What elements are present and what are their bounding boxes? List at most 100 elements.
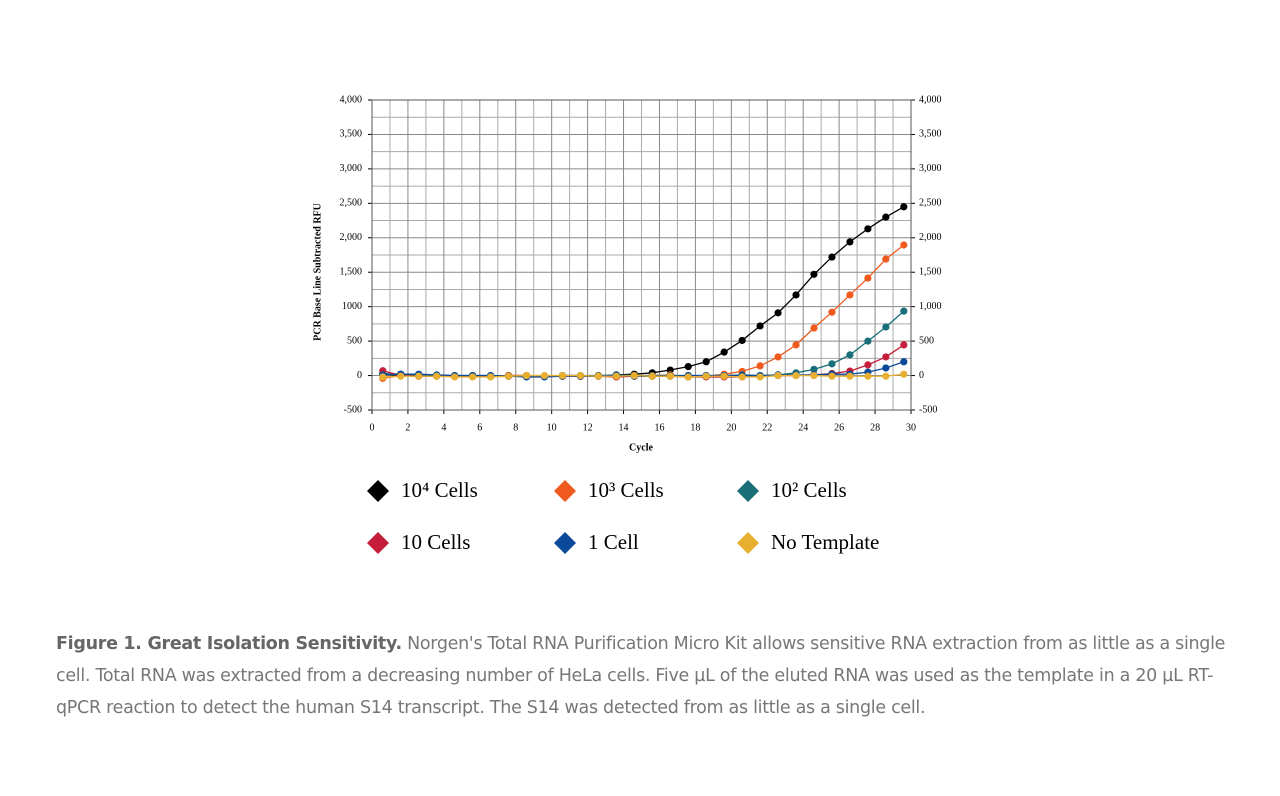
legend-label: 10² Cells (771, 478, 847, 502)
data-point (900, 370, 908, 378)
legend-marker (737, 480, 759, 502)
x-tick-label: 8 (513, 422, 518, 433)
data-point (397, 372, 405, 380)
data-point (720, 372, 728, 380)
data-point (756, 362, 764, 370)
data-point (810, 324, 818, 332)
data-point (774, 309, 782, 317)
data-point (900, 307, 908, 315)
x-tick-label: 2 (405, 422, 410, 433)
y2-tick-label: 2,000 (919, 232, 942, 243)
legend-marker (554, 480, 576, 502)
x-tick-label: 22 (762, 422, 772, 433)
data-point (900, 241, 908, 249)
data-point (774, 353, 782, 361)
x-tick-label: 14 (619, 422, 629, 433)
data-point (882, 323, 890, 331)
data-point (864, 361, 872, 369)
data-point (540, 371, 549, 380)
y-axis-label: PCR Base Line Subtracted RFU (312, 203, 323, 341)
data-point (846, 351, 854, 359)
data-point (738, 373, 746, 381)
y2-tick-label: 0 (919, 370, 924, 381)
y2-tick-label: 1,500 (919, 267, 942, 278)
y2-tick-label: 3,500 (919, 129, 942, 140)
data-point (792, 291, 800, 299)
data-point (828, 372, 836, 380)
data-point (720, 348, 728, 356)
data-point (738, 336, 746, 345)
data-point (702, 358, 710, 366)
data-point (666, 372, 674, 380)
y-tick-label: 2,500 (340, 198, 363, 209)
data-point (846, 291, 854, 299)
data-point (469, 373, 477, 381)
x-tick-label: 12 (583, 422, 593, 433)
plot-frame (371, 99, 912, 411)
legend-label: 10 Cells (401, 530, 470, 554)
x-tick-label: 16 (654, 422, 664, 433)
data-point (864, 225, 872, 233)
x-tick-label: 0 (370, 422, 375, 433)
y2-tick-label: -500 (919, 404, 937, 415)
data-point (846, 238, 854, 246)
data-point (792, 371, 800, 380)
y2-tick-label: 500 (919, 335, 934, 346)
y2-tick-label: 4,000 (919, 94, 942, 105)
y-tick-label: 500 (347, 335, 362, 346)
y-tick-label: -500 (344, 404, 362, 415)
legend-label: 1 Cell (588, 530, 639, 554)
series-line (382, 361, 905, 378)
data-point (882, 255, 890, 263)
x-tick-label: 4 (441, 422, 446, 433)
data-point (882, 364, 890, 372)
x-tick-label: 28 (870, 422, 880, 433)
data-point (864, 337, 872, 345)
data-point (648, 372, 656, 380)
data-point (756, 373, 764, 381)
data-point (774, 371, 782, 380)
data-point (882, 213, 890, 221)
data-point (379, 373, 387, 381)
legend-label: No Template (771, 530, 879, 554)
legend-label: 10³ Cells (588, 478, 664, 502)
legend-label: 10⁴ Cells (401, 478, 478, 502)
data-point (558, 371, 567, 380)
x-tick-label: 30 (906, 422, 916, 433)
data-point (594, 372, 602, 380)
figure-caption: Figure 1. Great Isolation Sensitivity. N… (56, 628, 1226, 724)
legend-marker (367, 480, 389, 502)
y-tick-label: 3,500 (340, 129, 363, 140)
data-point (415, 372, 423, 380)
data-point (900, 341, 908, 349)
y-tick-label: 3,000 (340, 163, 363, 174)
x-tick-label: 20 (726, 422, 736, 433)
y-tick-label: 4,000 (340, 94, 363, 105)
series-line (382, 206, 905, 377)
x-tick-label: 26 (834, 422, 844, 433)
data-point (882, 372, 890, 380)
data-point (756, 322, 764, 330)
caption-title: Figure 1. Great Isolation Sensitivity. (56, 634, 402, 654)
data-point (486, 373, 495, 381)
data-point (702, 372, 710, 380)
x-tick-label: 10 (547, 422, 557, 433)
data-point (522, 371, 531, 380)
data-point (846, 372, 854, 380)
data-point (684, 363, 692, 371)
data-point (810, 365, 818, 373)
data-point (864, 372, 872, 380)
data-point (828, 308, 836, 316)
legend-marker (367, 532, 389, 554)
x-tick-label: 24 (798, 422, 808, 433)
y2-tick-label: 2,500 (919, 198, 942, 209)
data-point (882, 353, 890, 361)
x-axis-label: Cycle (629, 442, 653, 453)
y2-tick-label: 3,000 (919, 163, 942, 174)
caption-text: Norgen's Total RNA Purification Micro Ki… (56, 634, 1226, 718)
data-point (630, 371, 638, 380)
data-point (810, 371, 818, 380)
series-line (382, 310, 905, 377)
data-point (684, 373, 692, 381)
